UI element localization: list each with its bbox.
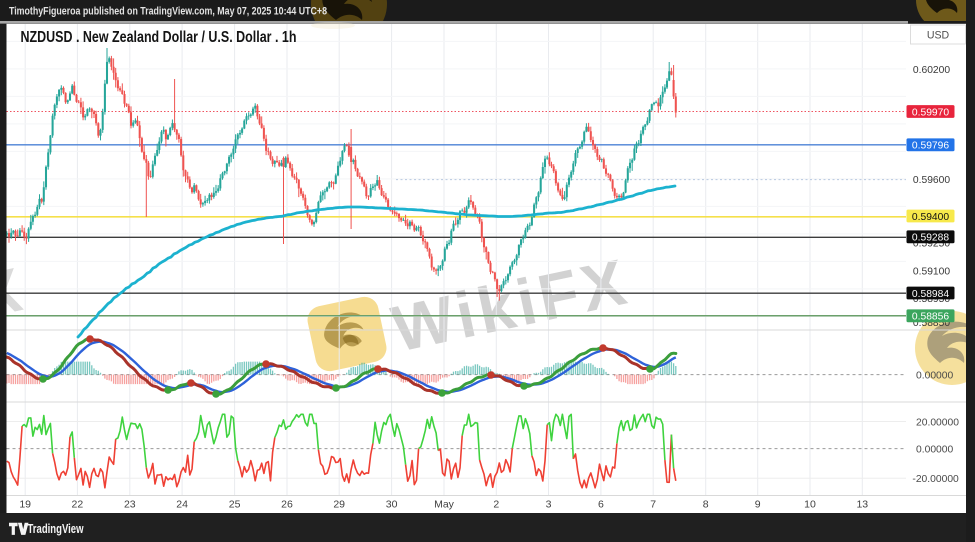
svg-text:10: 10 [804,498,816,510]
svg-text:6: 6 [598,498,604,510]
svg-text:TradingView: TradingView [28,522,84,536]
svg-text:2: 2 [493,498,499,510]
svg-text:0.60200: 0.60200 [913,65,950,76]
svg-text:30: 30 [386,498,398,510]
svg-text:0.58984: 0.58984 [912,289,949,300]
svg-text:0.58856: 0.58856 [912,312,949,323]
svg-text:TimothyFigueroa published on T: TimothyFigueroa published on TradingView… [9,6,327,18]
svg-text:0.59400: 0.59400 [912,212,949,223]
svg-text:0.00000: 0.00000 [916,444,953,455]
svg-text:0.59796: 0.59796 [912,141,949,152]
svg-text:0.59600: 0.59600 [913,175,950,186]
svg-text:0.00000: 0.00000 [916,370,953,381]
svg-text:7: 7 [650,498,656,510]
svg-text:22: 22 [72,498,84,510]
svg-text:13: 13 [856,498,868,510]
svg-text:May: May [434,498,455,510]
svg-text:29: 29 [333,498,345,510]
svg-text:8: 8 [703,498,709,510]
svg-text:0.59288: 0.59288 [912,233,949,244]
svg-text:3: 3 [546,498,552,510]
svg-text:19: 19 [19,498,31,510]
svg-text:0.58950: 0.58950 [913,294,950,305]
svg-text:0.58850: 0.58850 [913,318,950,329]
svg-text:26: 26 [281,498,293,510]
svg-text:0.59100: 0.59100 [913,266,950,277]
svg-text:24: 24 [176,498,188,510]
svg-text:0.59250: 0.59250 [913,239,950,250]
svg-text:USD: USD [927,30,950,42]
svg-text:0.59970: 0.59970 [912,107,949,118]
svg-text:9: 9 [755,498,761,510]
svg-text:NZDUSD . New Zealand Dollar /: NZDUSD . New Zealand Dollar / U.S. Dolla… [21,29,297,46]
svg-text:23: 23 [124,498,136,510]
svg-text:20.00000: 20.00000 [916,417,959,428]
svg-text:-20.00000: -20.00000 [912,474,959,485]
svg-text:25: 25 [229,498,241,510]
